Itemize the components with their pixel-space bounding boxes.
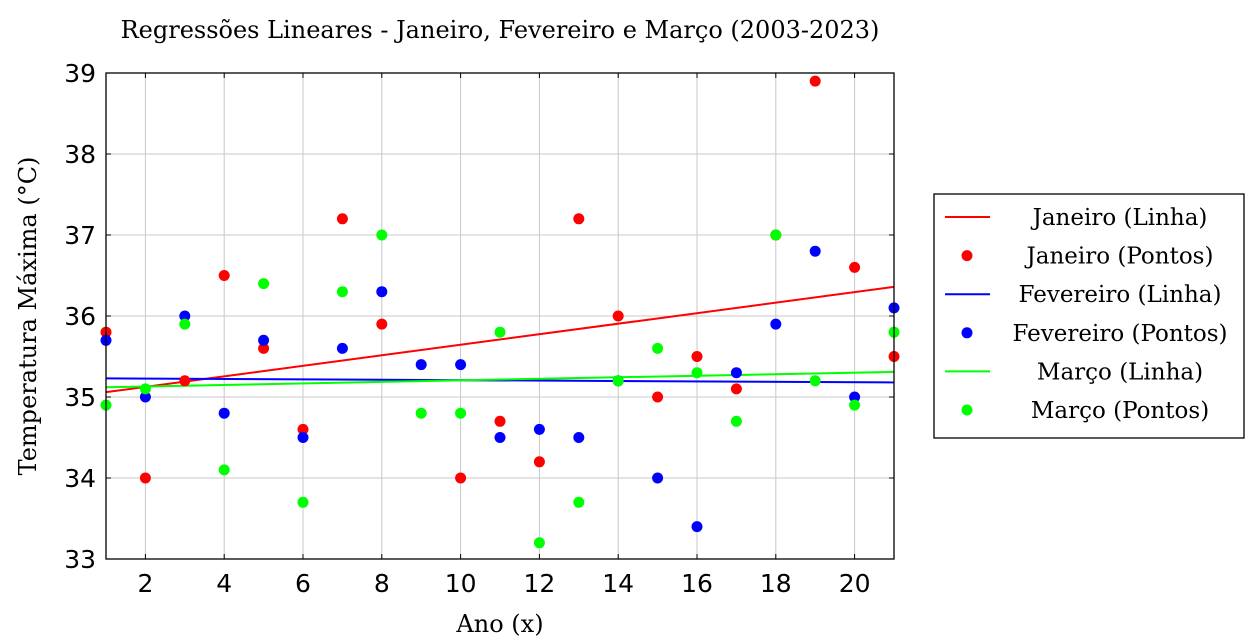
marco-pontos-point [770, 229, 782, 241]
janeiro-pontos-point [612, 310, 624, 322]
fevereiro-pontos-point [336, 342, 348, 354]
janeiro-pontos-point [455, 472, 467, 484]
y-tick-label: 38 [64, 140, 96, 169]
x-tick-label: 14 [602, 569, 634, 598]
marco-pontos-point [415, 407, 427, 419]
grid [106, 72, 894, 560]
fevereiro-pontos-point [730, 367, 742, 379]
marco-pontos-point [258, 278, 270, 290]
janeiro-pontos-point [218, 270, 230, 281]
janeiro-pontos-point [533, 456, 545, 468]
janeiro-pontos-point [849, 261, 861, 273]
marco-pontos-point [809, 375, 821, 387]
marco-pontos-legend-label: Março (Pontos) [1031, 398, 1209, 424]
marco-pontos-point [179, 318, 191, 330]
janeiro-pontos-point [297, 423, 309, 435]
fevereiro-pontos-point [415, 359, 427, 371]
x-tick-label: 16 [681, 569, 713, 598]
janeiro-pontos-point [691, 351, 703, 362]
marco-pontos-point [730, 415, 742, 427]
legend-box [933, 193, 1245, 439]
marco-pontos-point [376, 229, 388, 241]
janeiro-pontos-point [730, 383, 742, 395]
y-tick-label: 36 [64, 302, 96, 331]
regression-lines [105, 285, 895, 394]
fevereiro-pontos-point [849, 391, 861, 403]
chart-title: Regressões Lineares - Janeiro, Fevereiro… [121, 16, 880, 44]
marco-linha-legend-label: Março (Linha) [1037, 359, 1203, 385]
fevereiro-pontos-point [179, 310, 191, 322]
fevereiro-pontos-point [691, 521, 703, 533]
x-tick-label: 10 [445, 569, 477, 598]
fevereiro-pontos-point [652, 472, 664, 484]
fevereiro-pontos-legend-swatch [961, 327, 973, 339]
x-tick-labels: 2 4 6 8 10 12 14 16 18 20 [137, 73, 871, 598]
janeiro-pontos-point [809, 75, 821, 87]
marco-linha-regression-line [105, 370, 895, 389]
marco-pontos-point [652, 342, 664, 354]
marco-pontos-point [533, 537, 545, 549]
marco-pontos-point [691, 367, 703, 379]
legend: Janeiro (Linha) Janeiro (Pontos) Fevereiro… [933, 193, 1245, 439]
x-tick-label: 18 [760, 569, 792, 598]
x-tick-label: 12 [523, 569, 555, 598]
marco-pontos-point [297, 496, 309, 508]
x-tick-label: 2 [137, 569, 153, 598]
fevereiro-pontos-point [573, 432, 585, 443]
marco-pontos-point [849, 399, 861, 411]
y-tick-label: 33 [64, 545, 96, 574]
janeiro-linha-legend-label: Janeiro (Linha) [1031, 205, 1208, 231]
fevereiro-pontos-point [297, 432, 309, 443]
marco-pontos-point [139, 383, 151, 395]
y-tick-label: 39 [64, 59, 96, 88]
fevereiro-pontos-point [455, 359, 467, 371]
fevereiro-pontos-legend-label: Fevereiro (Pontos) [1012, 321, 1227, 347]
y-tick-label: 35 [64, 383, 96, 412]
fevereiro-pontos-point [809, 245, 821, 257]
marco-pontos-point [612, 375, 624, 387]
fevereiro-pontos-point [533, 423, 545, 435]
x-tick-label: 4 [216, 569, 232, 598]
marco-pontos-point [218, 464, 230, 476]
y-axis-label: Temperatura Máxima (°C) [14, 157, 42, 476]
x-tick-label: 8 [374, 569, 390, 598]
fevereiro-linha-legend-label: Fevereiro (Linha) [1019, 282, 1222, 308]
y-tick-label: 37 [64, 221, 96, 250]
x-tick-label: 6 [295, 569, 311, 598]
janeiro-pontos-point [376, 318, 388, 330]
x-tick-label: 20 [839, 569, 871, 598]
fevereiro-pontos-point [770, 318, 782, 330]
fevereiro-pontos-point [139, 391, 151, 403]
janeiro-pontos-point [336, 213, 348, 225]
fevereiro-pontos-point [494, 432, 506, 443]
x-axis-label: Ano (x) [455, 610, 543, 638]
y-tick-label: 34 [64, 464, 96, 493]
marco-pontos-legend-swatch [961, 404, 973, 416]
marco-pontos-point [494, 326, 506, 338]
janeiro-pontos-point [139, 472, 151, 484]
marco-pontos-point [336, 286, 348, 298]
janeiro-pontos-point [258, 342, 270, 354]
janeiro-pontos-legend-swatch [961, 250, 973, 262]
janeiro-pontos-point [179, 375, 191, 387]
janeiro-pontos-point [652, 391, 664, 403]
data-points [100, 75, 900, 549]
janeiro-pontos-legend-label: Janeiro (Pontos) [1025, 244, 1214, 270]
fevereiro-pontos-point [218, 407, 230, 419]
marco-pontos-point [455, 407, 467, 419]
janeiro-pontos-point [573, 213, 585, 225]
marco-pontos-point [573, 496, 585, 508]
fevereiro-pontos-point [376, 286, 388, 298]
y-tick-labels: 33 34 35 36 37 38 39 [64, 59, 894, 574]
janeiro-pontos-point [494, 415, 506, 427]
fevereiro-pontos-point [258, 334, 270, 346]
janeiro-linha-regression-line [105, 285, 895, 394]
